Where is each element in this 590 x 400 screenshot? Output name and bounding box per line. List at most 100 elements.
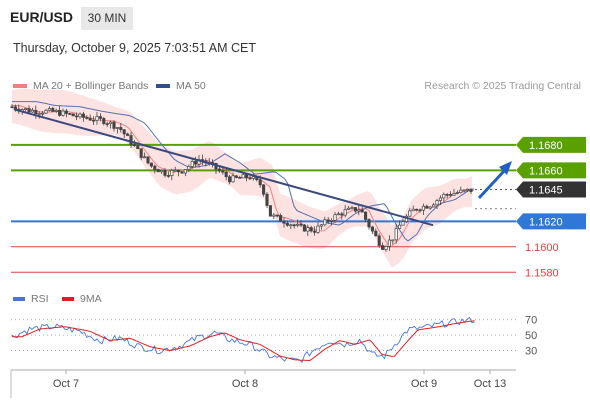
candle-body	[268, 205, 272, 217]
candle-body	[24, 108, 28, 110]
candle	[64, 108, 68, 118]
candle	[285, 220, 289, 227]
level-tag-text: 1.1680	[529, 140, 563, 152]
candle	[268, 205, 272, 217]
candle	[81, 111, 85, 122]
candle-body	[275, 214, 279, 217]
level-tag-text: 1.1645	[529, 185, 563, 197]
level-tag-text: 1.1620	[529, 216, 563, 228]
timeframe-tab[interactable]: 30 MIN	[81, 7, 133, 30]
candle	[37, 111, 41, 119]
candle	[309, 225, 313, 233]
candle	[452, 188, 456, 196]
candle	[183, 169, 187, 177]
candle-body	[34, 109, 38, 115]
candle	[428, 206, 432, 210]
candle-body	[149, 162, 153, 167]
candle	[265, 192, 269, 209]
candle-body	[173, 169, 177, 172]
candle-body	[10, 106, 14, 109]
candle	[71, 113, 75, 117]
candle	[156, 168, 160, 173]
candle-body	[265, 193, 269, 206]
forecast-arrow	[477, 168, 507, 200]
x-tick-label: Oct 13	[474, 378, 506, 390]
candle	[319, 224, 323, 230]
candle-body	[166, 175, 170, 177]
candle-body	[442, 193, 446, 199]
candle	[459, 186, 463, 194]
candle-body	[384, 246, 388, 250]
candle-body	[313, 230, 317, 233]
candle	[360, 207, 364, 213]
candle-body	[190, 160, 194, 167]
candle-body	[231, 175, 235, 183]
level-tag-bg	[516, 181, 586, 198]
candle-body	[285, 222, 289, 226]
candle	[272, 212, 276, 220]
candle-body	[234, 175, 238, 178]
candle	[347, 205, 351, 210]
candle	[336, 211, 340, 216]
candle	[411, 205, 415, 212]
candle-body	[177, 169, 181, 173]
candle-body	[367, 219, 371, 228]
candle-body	[139, 148, 143, 158]
legend-ma20-label: MA 20 + Bollinger Bands	[33, 80, 149, 92]
candle-body	[272, 214, 276, 217]
rsi-tick-50: 50	[525, 330, 537, 342]
candle-body	[187, 166, 191, 170]
candle	[299, 220, 303, 228]
candle	[279, 213, 283, 222]
candle	[30, 107, 34, 113]
candle-body	[194, 160, 198, 165]
candle	[455, 190, 459, 195]
candle	[302, 223, 306, 232]
candle-body	[183, 169, 187, 174]
candle-body	[432, 204, 436, 208]
candle-body	[282, 220, 286, 224]
candle-body	[292, 224, 296, 227]
candle-body	[146, 156, 150, 164]
candle-body	[350, 207, 354, 209]
rsi-swatch	[13, 297, 25, 302]
candle-body	[316, 225, 320, 233]
legend-ma20: MA 20 + Bollinger Bands	[13, 80, 148, 92]
candle-body	[75, 115, 79, 118]
rsi-line	[11, 316, 475, 363]
candle-body	[462, 189, 466, 192]
candle	[316, 222, 320, 234]
candle	[357, 204, 361, 216]
rsi-tick-70: 70	[525, 315, 537, 327]
candle-body	[143, 156, 147, 159]
candle	[51, 106, 55, 113]
candle-body	[54, 109, 58, 112]
candle-body	[95, 116, 99, 121]
symbol-label: EUR/USD	[10, 9, 74, 25]
ma50-swatch	[156, 84, 170, 89]
rsi-panel: 70 50 30	[11, 315, 537, 363]
candle-body	[323, 219, 327, 226]
x-tick-label: Oct 9	[411, 378, 437, 390]
candle	[166, 171, 170, 178]
candle	[275, 214, 279, 218]
candle	[330, 218, 334, 226]
credit: Research © 2025 Trading Central	[424, 80, 581, 92]
candle	[415, 208, 419, 212]
candle-body	[98, 116, 102, 119]
candle-body	[126, 133, 130, 136]
candle-body	[248, 177, 252, 180]
candle-body	[306, 227, 310, 232]
candle-body	[449, 194, 453, 196]
level-tag-bg	[516, 213, 586, 230]
candle-body	[64, 110, 68, 114]
x-axis: Oct 7 Oct 8 Oct 9 Oct 13	[10, 369, 516, 398]
candle	[88, 114, 92, 121]
candle-body	[44, 109, 48, 114]
candle-body	[221, 170, 225, 173]
annotations	[13, 108, 512, 227]
candle-body	[333, 214, 337, 221]
candle-body	[105, 123, 109, 125]
x-tick-label: Oct 8	[232, 378, 258, 390]
